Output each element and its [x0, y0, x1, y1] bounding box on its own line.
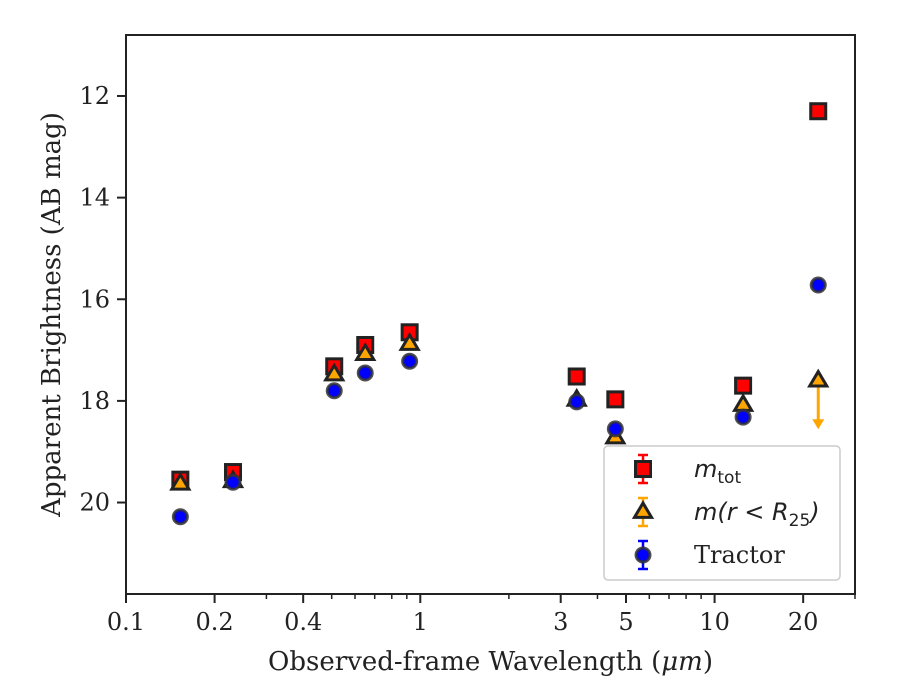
x-tick-label: 10	[699, 608, 730, 636]
data-point-triangle	[169, 471, 192, 491]
data-point-triangle	[323, 362, 346, 382]
y-axis-title: Apparent Brightness (AB mag)	[37, 112, 67, 518]
data-point-triangle	[354, 342, 377, 362]
series-circle	[171, 276, 827, 526]
y-tick-label: 16	[79, 285, 110, 313]
x-tick-label: 20	[788, 608, 819, 636]
data-point-circle	[356, 364, 374, 382]
data-point-circle	[809, 276, 827, 294]
legend-marker-square	[634, 460, 652, 478]
data-point-triangle	[398, 332, 421, 351]
data-point-circle	[325, 382, 343, 400]
data-point-triangle	[807, 368, 830, 388]
legend: mtot m(r < R25) Tractor	[603, 445, 841, 581]
data-point-square	[606, 390, 625, 409]
y-tick-label: 12	[79, 82, 110, 110]
x-axis-title-suffix: )	[703, 647, 713, 677]
x-axis-title-prefix: Observed-frame Wavelength (	[268, 647, 661, 677]
legend-marker-triangle	[631, 500, 655, 519]
data-point-square	[809, 102, 828, 121]
y-tick-label: 18	[79, 387, 110, 415]
upper-limit-arrowhead	[812, 419, 825, 430]
x-tick-label: 0.1	[107, 608, 145, 636]
series-square	[171, 102, 828, 489]
legend-box	[603, 445, 841, 581]
plot-frame	[125, 34, 856, 595]
x-axis-title-unit: μm	[661, 647, 703, 677]
x-tick-label: 5	[618, 608, 633, 636]
x-tick-label: 0.4	[284, 608, 322, 636]
data-point-circle	[401, 352, 419, 370]
legend-marker-circle	[634, 546, 652, 564]
legend-label: m(r < R25)	[694, 498, 820, 531]
data-point-triangle	[731, 393, 755, 412]
x-tick-label: 0.2	[196, 608, 234, 636]
x-tick-label: 1	[413, 608, 428, 636]
legend-label: Tractor	[694, 541, 785, 569]
data-point-circle	[171, 508, 189, 526]
data-point-square	[567, 367, 586, 386]
data-point-square	[734, 376, 753, 395]
legend-label: mtot	[694, 455, 741, 488]
y-tick-label: 20	[79, 489, 110, 517]
data-point-circle	[734, 408, 752, 426]
data-point-circle	[606, 420, 624, 438]
data-point-circle	[224, 473, 242, 491]
y-tick-label: 14	[79, 184, 110, 212]
x-axis-title: Observed-frame Wavelength (μm)	[268, 647, 713, 677]
data-point-circle	[568, 393, 586, 411]
x-tick-label: 3	[553, 608, 568, 636]
